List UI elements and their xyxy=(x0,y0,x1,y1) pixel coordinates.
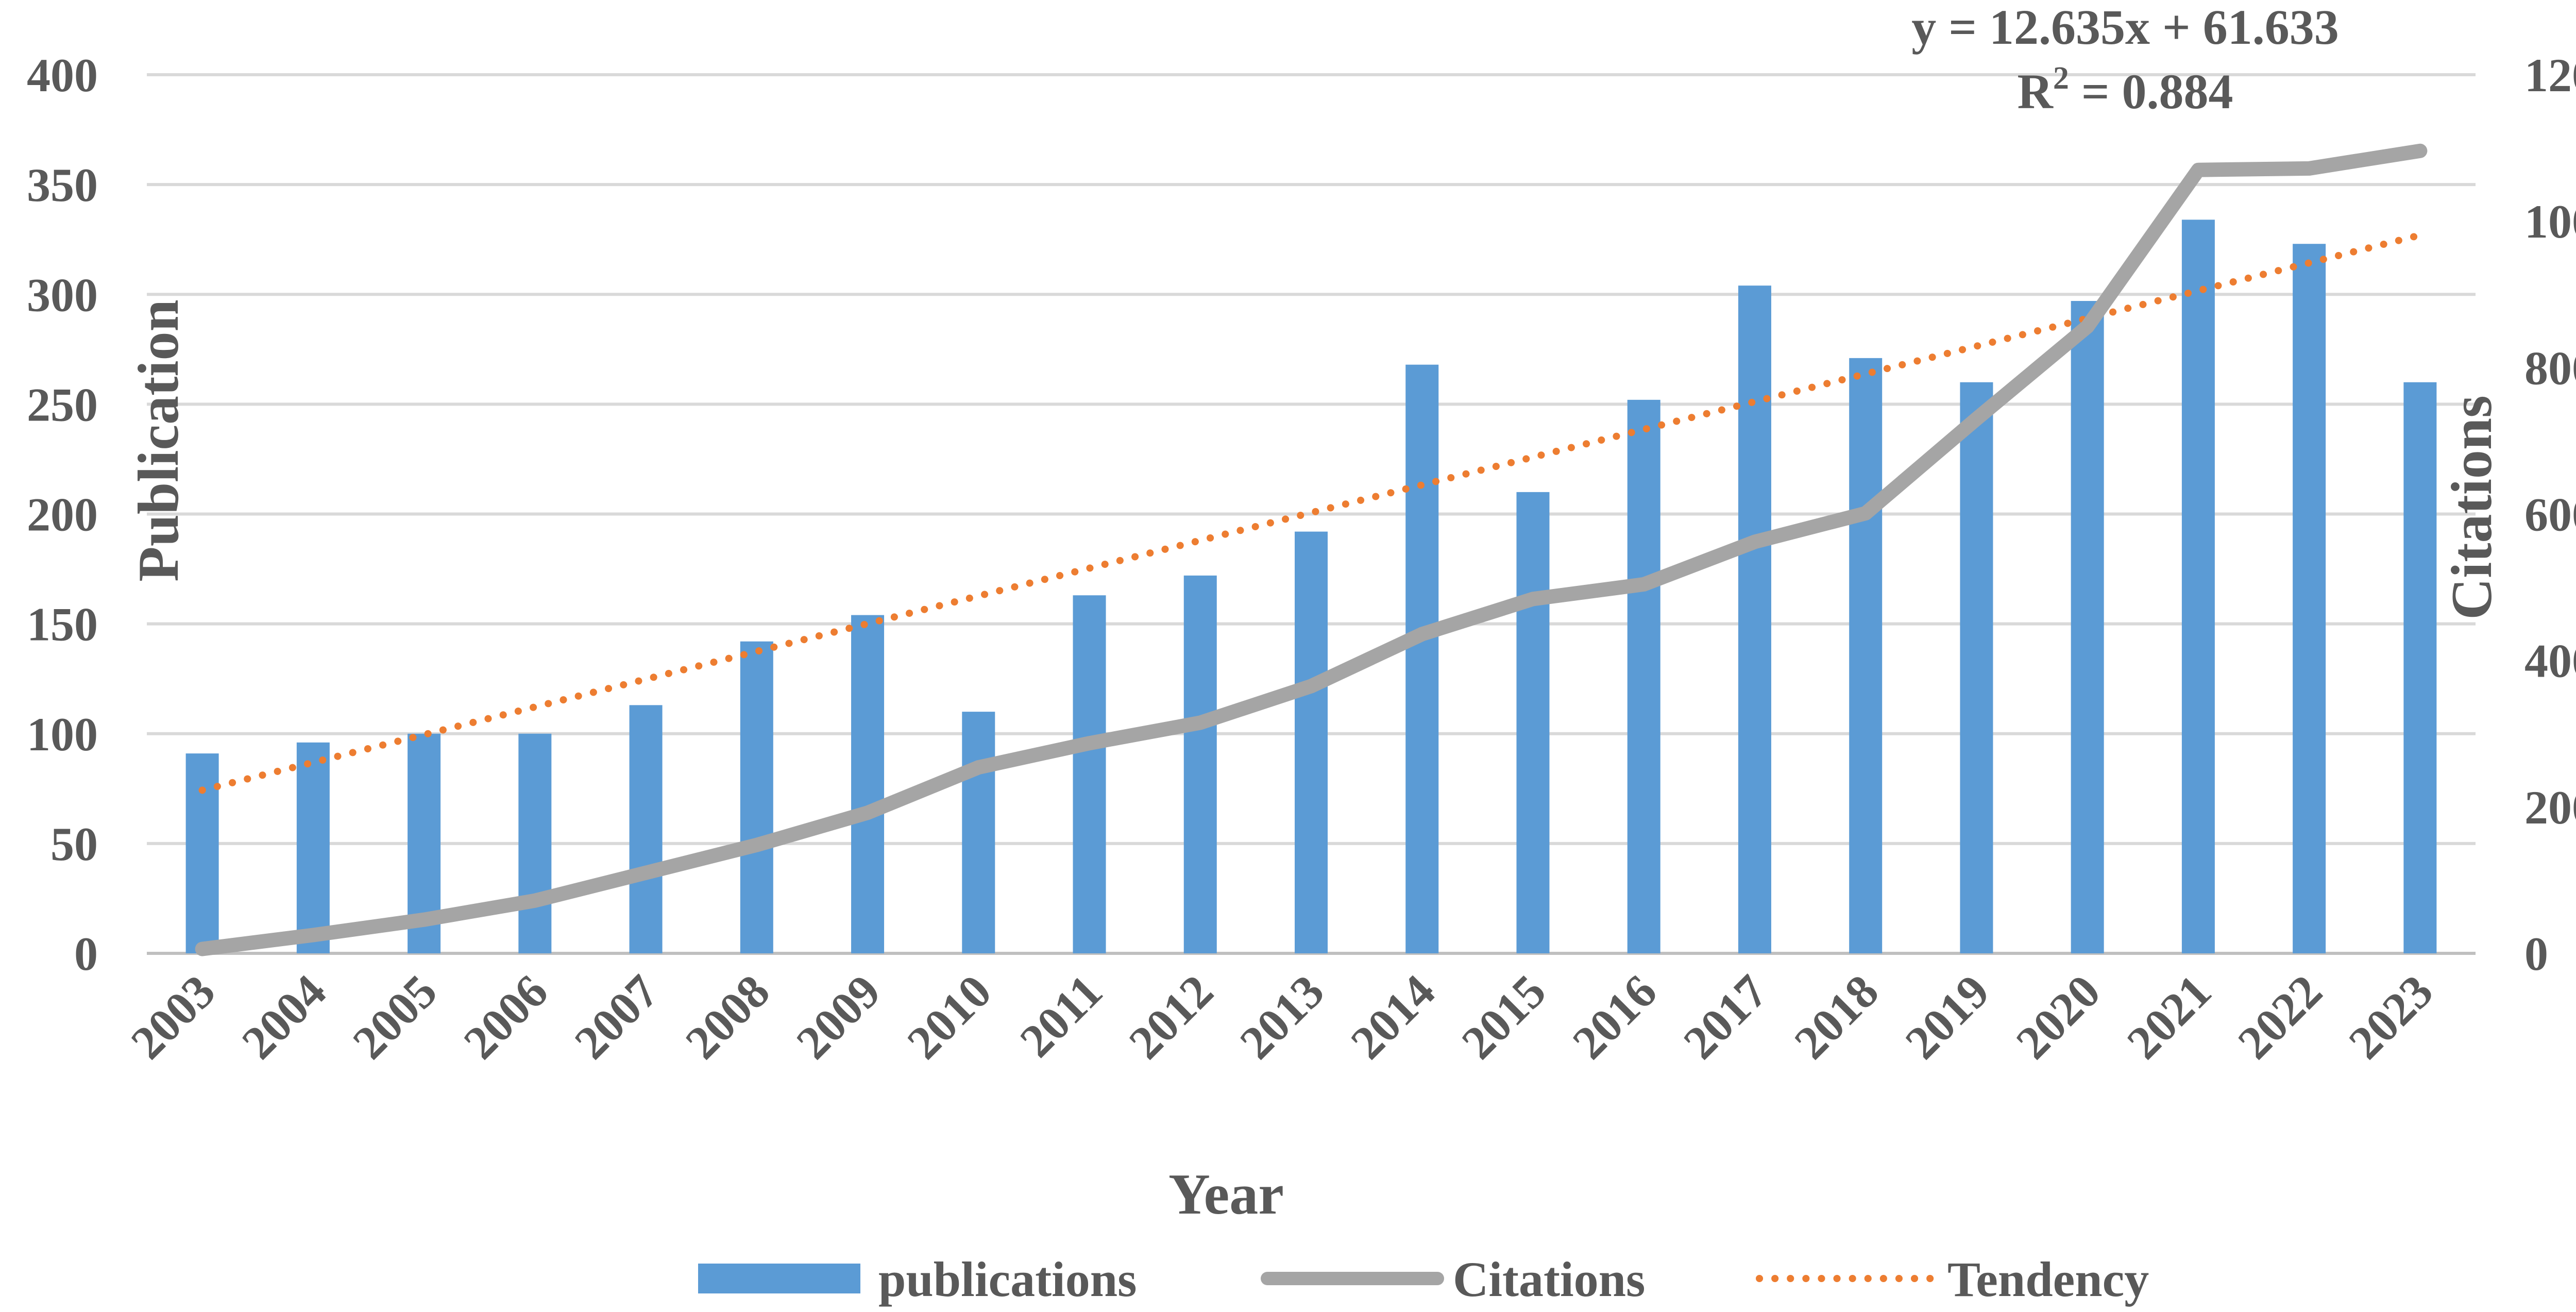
x-tick-label: 2003 xyxy=(121,965,225,1069)
left-tick-label: 200 xyxy=(27,489,98,541)
bars xyxy=(185,220,2437,954)
x-tick-label: 2020 xyxy=(2006,965,2110,1069)
left-tick-label: 400 xyxy=(27,49,98,102)
x-tick-label: 2012 xyxy=(1119,965,1223,1069)
right-tick-label: 12000 xyxy=(2524,49,2576,102)
left-tick-label: 300 xyxy=(27,268,98,321)
citations-line xyxy=(195,143,2428,956)
bar-publications xyxy=(2071,301,2104,953)
legend: publications Citations Tendency xyxy=(698,1252,2149,1307)
left-tick-label: 0 xyxy=(74,928,98,980)
bar-publications xyxy=(1516,492,1550,953)
bar-publications xyxy=(2293,244,2326,953)
bar-publications xyxy=(629,705,663,953)
bar-publications xyxy=(1295,531,1328,953)
x-tick-label: 2009 xyxy=(786,965,890,1069)
bar-publications xyxy=(1627,399,1660,953)
x-tick-label: 2016 xyxy=(1563,965,1667,1069)
bar-publications xyxy=(851,615,885,953)
x-tick-label: 2017 xyxy=(1673,965,1777,1069)
bar-publications xyxy=(1738,285,1771,954)
right-tick-label: 8000 xyxy=(2524,342,2576,394)
bar-publications xyxy=(740,641,773,953)
bar-publications xyxy=(1960,382,1993,953)
x-tick-label: 2013 xyxy=(1230,965,1334,1069)
legend-label-tendency: Tendency xyxy=(1947,1252,2149,1307)
left-tick-label: 250 xyxy=(27,378,98,431)
bar-publications xyxy=(962,712,995,953)
legend-swatch-publications xyxy=(698,1264,860,1293)
x-tick-label: 2005 xyxy=(343,965,447,1069)
y-axis-title-left: Publication xyxy=(127,299,191,582)
x-tick-label: 2008 xyxy=(675,965,779,1069)
right-tick-label: 2000 xyxy=(2524,781,2576,834)
x-axis-ticks: 2003 2004 2005 2006 2007 2008 2009 2010 2011 2012… xyxy=(121,965,2443,1069)
trend-r-squared: R2 = 0.884 xyxy=(2017,61,2233,119)
left-tick-label: 150 xyxy=(27,598,98,651)
r-squared-prefix: R xyxy=(2017,64,2054,119)
left-tick-label: 100 xyxy=(27,708,98,761)
x-tick-label: 2006 xyxy=(453,965,557,1069)
trendline xyxy=(198,231,2424,794)
x-tick-label: 2018 xyxy=(1784,965,1888,1069)
x-tick-label: 2004 xyxy=(232,965,336,1069)
bar-publications xyxy=(518,733,552,953)
trend-equation: y = 12.635x + 61.633 xyxy=(1911,0,2338,55)
bar-publications xyxy=(1183,575,1217,953)
x-tick-label: 2007 xyxy=(564,965,668,1069)
x-tick-label: 2010 xyxy=(897,965,1001,1069)
legend-label-publications: publications xyxy=(878,1252,1137,1307)
bar-publications xyxy=(185,753,219,953)
right-tick-label: 10000 xyxy=(2524,195,2576,248)
bar-publications xyxy=(1405,364,1439,953)
x-tick-label: 2019 xyxy=(1895,965,1999,1069)
left-axis-ticks: 0 50 100 150 200 250 300 350 400 xyxy=(27,49,98,980)
left-tick-label: 50 xyxy=(50,818,98,870)
bar-publications xyxy=(2181,220,2215,954)
y-axis-title-right: Citations xyxy=(2440,395,2504,620)
bar-publications xyxy=(1073,595,1106,953)
trendline-path xyxy=(198,231,2424,794)
bar-publications xyxy=(1849,358,1883,953)
x-tick-label: 2015 xyxy=(1451,965,1555,1069)
x-axis-title: Year xyxy=(1168,1163,1284,1226)
x-tick-label: 2011 xyxy=(1010,965,1112,1067)
bar-publications xyxy=(296,742,330,953)
bar-publications xyxy=(2403,382,2437,953)
left-tick-label: 350 xyxy=(27,159,98,211)
r-squared-sup: 2 xyxy=(2053,61,2069,96)
right-tick-label: 6000 xyxy=(2524,489,2576,541)
x-tick-label: 2023 xyxy=(2338,965,2443,1069)
right-tick-label: 0 xyxy=(2524,928,2548,980)
r-squared-value: = 0.884 xyxy=(2069,64,2233,119)
x-tick-label: 2021 xyxy=(2117,965,2221,1069)
x-tick-label: 2014 xyxy=(1341,965,1445,1069)
legend-label-citations: Citations xyxy=(1453,1252,1645,1307)
citations-polyline xyxy=(195,143,2428,956)
x-tick-label: 2022 xyxy=(2228,965,2332,1069)
